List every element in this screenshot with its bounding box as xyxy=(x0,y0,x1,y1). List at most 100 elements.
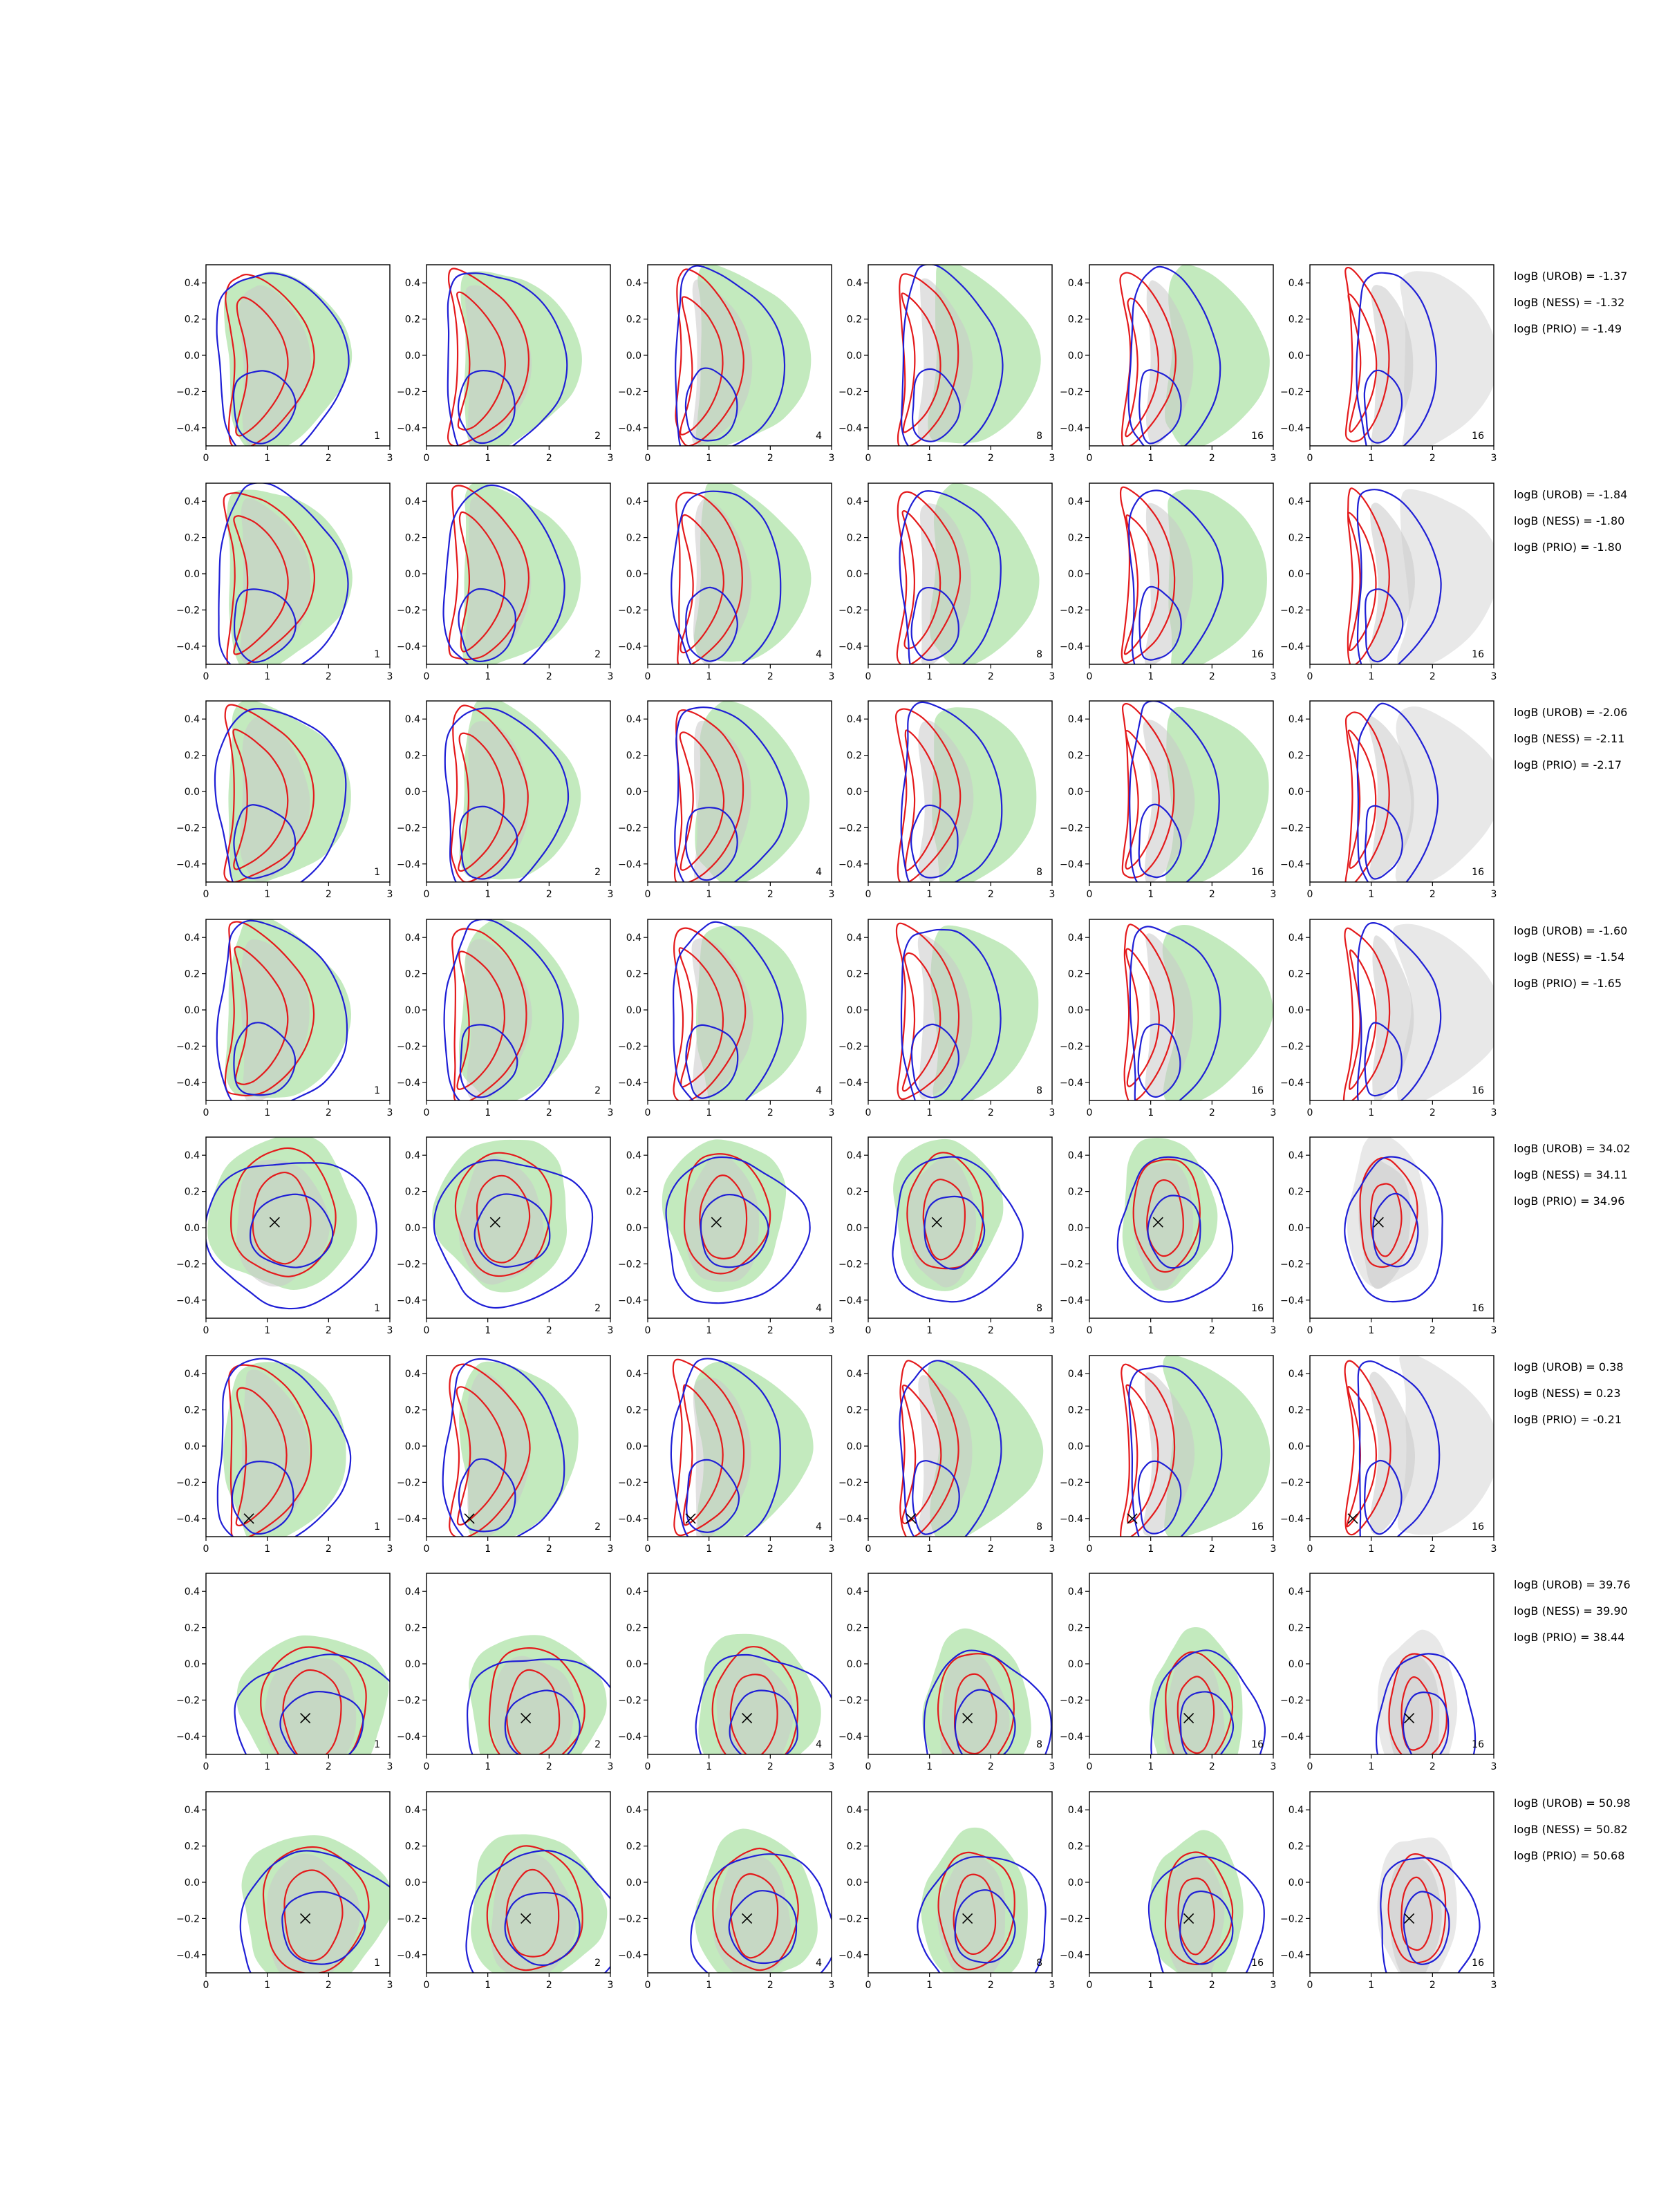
y-tick-label: −0.2 xyxy=(618,605,641,616)
y-tick-label: 0.4 xyxy=(847,1369,862,1380)
log-bayes-factor: logB (NESS) = -1.54 xyxy=(1514,950,1624,964)
y-tick-label: 0.2 xyxy=(1288,315,1304,326)
y-tick-label: −0.2 xyxy=(176,1041,200,1052)
y-tick-label: −0.2 xyxy=(1280,1695,1304,1706)
blue-contour-inner xyxy=(1138,585,1182,661)
y-tick-label: −0.4 xyxy=(397,1732,420,1743)
x-tick-label: 3 xyxy=(1049,1325,1056,1336)
y-tick-label: 0.4 xyxy=(185,714,200,725)
blue-contour-outer xyxy=(442,484,565,664)
reference-posterior-inner xyxy=(241,1369,310,1533)
log-bayes-factor: logB (UROB) = 39.76 xyxy=(1514,1578,1631,1591)
panel: 0 1 2 3 0.4 0.2 0.0 −0.2 −0.4 4 xyxy=(618,482,834,682)
x-tick-label: 0 xyxy=(203,1107,209,1118)
y-tick-label: 0.0 xyxy=(1068,787,1083,798)
x-tick-label: 0 xyxy=(424,453,430,464)
panel: 0 1 2 30.40.20.0−0.2−0.42 xyxy=(397,700,613,900)
truth-marker xyxy=(243,1513,254,1524)
x-tick-label: 0 xyxy=(424,671,430,682)
x-tick-label: 2 xyxy=(1209,1325,1215,1336)
y-tick-label: 0.4 xyxy=(185,932,200,944)
log-bayes-factor: logB (PRIO) = -1.80 xyxy=(1514,541,1622,554)
x-tick-label: 2 xyxy=(1209,1544,1215,1555)
x-tick-label: 2 xyxy=(767,453,774,464)
y-tick-label: 0.4 xyxy=(1288,496,1304,507)
x-tick-label: 2 xyxy=(546,1325,552,1336)
y-tick-label: −0.4 xyxy=(1060,1514,1083,1525)
x-tick-label: 1 xyxy=(1147,1980,1154,1991)
blue-contour-inner xyxy=(458,588,516,662)
y-tick-label: −0.4 xyxy=(838,1950,862,1961)
x-tick-label: 1 xyxy=(1147,671,1154,682)
blue-contour-outer xyxy=(900,265,1004,446)
y-tick-label: 0.0 xyxy=(185,1005,200,1016)
bayes-factor-annotations: logB (UROB) = -1.37 logB (NESS) = -1.32 lo… xyxy=(1514,270,1631,1862)
x-tick-label: 0 xyxy=(1087,1544,1093,1555)
reference-posterior-outer xyxy=(1397,489,1494,664)
x-tick-label: 0 xyxy=(424,1107,430,1118)
red-contour-inner xyxy=(901,952,941,1092)
y-tick-label: −0.2 xyxy=(397,386,420,397)
panel: 0 1 2 3 0.4 0.2 0.0 −0.2 −0.4 16 xyxy=(1060,1355,1276,1555)
y-tick-label: 0.4 xyxy=(1068,278,1083,289)
panel: 0 1 2 3 0.4 0.2 0.0 −0.2 −0.4 16 xyxy=(1280,482,1497,682)
panel-sample-label: 16 xyxy=(1472,649,1484,660)
blue-contour-inner xyxy=(458,1458,516,1533)
blue-contour-outer xyxy=(466,1658,610,1754)
x-tick-label: 2 xyxy=(767,1544,774,1555)
blue-contour-inner xyxy=(684,367,738,442)
red-contour-inner xyxy=(953,1873,997,1956)
blue-contour-inner xyxy=(1138,803,1182,879)
y-tick-label: −0.2 xyxy=(1060,1477,1083,1488)
y-tick-label: 0.4 xyxy=(185,496,200,507)
blue-contour-outer xyxy=(239,1850,390,1973)
y-tick-label: −0.2 xyxy=(1280,1477,1304,1488)
y-tick-label: 0.4 xyxy=(405,1369,420,1380)
red-contour-inner xyxy=(1125,1384,1159,1524)
blue-contour-outer xyxy=(892,1156,1024,1303)
y-tick-label: −0.2 xyxy=(618,1695,641,1706)
panel-sample-label: 2 xyxy=(594,1085,601,1096)
panel: 0 1 2 3 0.4 0.2 0.0 −0.2 −0.4 1 xyxy=(176,264,393,464)
y-tick-label: 0.0 xyxy=(626,787,641,798)
red-contour-inner xyxy=(1400,1876,1433,1951)
y-tick-label: −0.2 xyxy=(397,1913,420,1924)
reference-posterior-outer xyxy=(1393,924,1494,1100)
panel: 0 1 2 3 0.4 0.2 0.0 −0.2 −0.4 1 xyxy=(176,1573,393,1772)
panel: 0 1 2 3 0.4 0.2 0.0 −0.2 −0.4 8 xyxy=(838,264,1055,464)
red-contour-outer xyxy=(448,485,530,661)
y-tick-label: 0.4 xyxy=(405,932,420,944)
truth-marker xyxy=(1404,1713,1415,1724)
panel-sample-label: 2 xyxy=(594,867,601,878)
x-tick-label: 0 xyxy=(1307,1325,1313,1336)
red-contour-inner xyxy=(904,729,941,872)
y-tick-label: −0.2 xyxy=(176,605,200,616)
x-tick-label: 1 xyxy=(264,671,270,682)
y-tick-label: 0.4 xyxy=(405,1586,420,1597)
panel-sample-label: 2 xyxy=(594,1739,601,1750)
x-tick-label: 2 xyxy=(1430,1980,1436,1991)
x-tick-label: 2 xyxy=(1430,1325,1436,1336)
blue-contour-inner xyxy=(954,1889,1016,1964)
log-bayes-factor: logB (NESS) = 34.11 xyxy=(1514,1168,1628,1181)
y-tick-label: 0.4 xyxy=(847,1805,862,1816)
reference-posterior-inner xyxy=(1145,933,1193,1097)
y-tick-label: −0.4 xyxy=(397,859,420,870)
y-tick-label: 0.2 xyxy=(847,751,862,762)
x-tick-label: 3 xyxy=(1049,889,1056,900)
reference-posterior-outer xyxy=(1395,706,1494,882)
y-tick-label: 0.4 xyxy=(1288,714,1304,725)
x-tick-label: 3 xyxy=(829,1761,835,1772)
red-contour-outer xyxy=(488,1647,585,1754)
red-contour-inner xyxy=(1125,297,1160,438)
truth-marker xyxy=(464,1513,475,1524)
red-contour-inner xyxy=(1146,1179,1184,1257)
x-tick-label: 0 xyxy=(865,1980,872,1991)
y-tick-label: 0.2 xyxy=(405,1841,420,1853)
panel-sample-label: 1 xyxy=(374,649,380,660)
log-bayes-factor: logB (PRIO) = -2.17 xyxy=(1514,758,1622,771)
y-tick-label: 0.0 xyxy=(626,569,641,580)
blue-contour-outer xyxy=(665,1156,811,1304)
blue-contour-outer xyxy=(1356,702,1439,882)
